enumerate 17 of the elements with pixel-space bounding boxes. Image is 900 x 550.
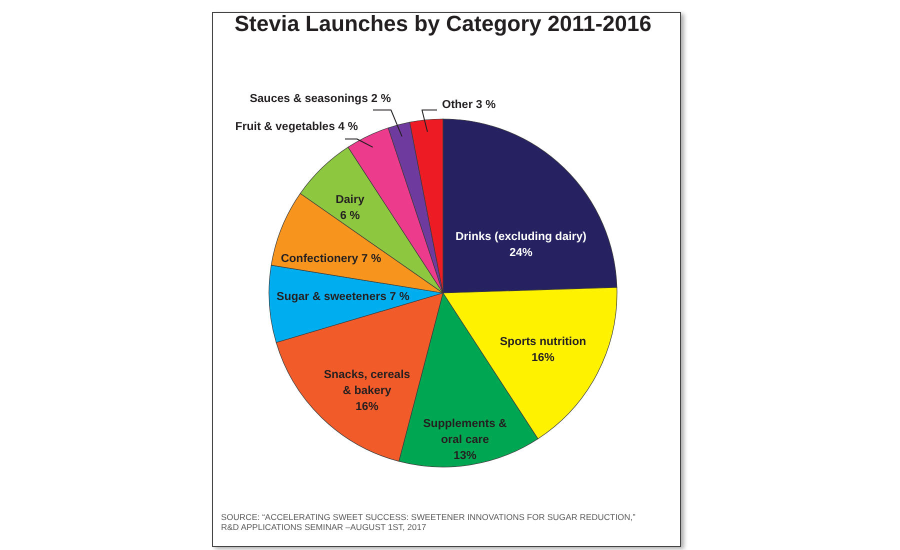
slice-label: Dairy [336, 194, 365, 206]
chart-title: Stevia Launches by Category 2011-2016 [234, 11, 652, 36]
slice-label: Snacks, cereals & bakery [324, 369, 410, 397]
data-label: 16% [355, 401, 379, 413]
slice-label: Drinks (excluding dairy) [455, 231, 587, 243]
data-label: 24% [509, 247, 533, 259]
slice-label: Sauces & seasonings 2 % [250, 93, 391, 105]
slice-label: Other 3 % [442, 99, 496, 111]
slice-label: Supplements & oral care [423, 418, 507, 446]
slice-label: Fruit & vegetables 4 % [235, 121, 358, 133]
data-label: 13% [453, 450, 477, 462]
slice-label: Sports nutrition [500, 336, 586, 348]
source-note: SOURCE: “ACCELERATING SWEET SUCCESS: SWEETENER INNOVATIONS FOR SUGAR REDUCTION,” R&D APPLICATIONS SEMINAR –AUGUST 1ST, 2017 [221, 512, 636, 532]
data-label: 6 % [340, 210, 360, 222]
slice-label: Confectionery 7 % [280, 253, 382, 265]
data-label: 16% [531, 352, 555, 364]
slice-label: Sugar & sweeteners 7 % [276, 291, 410, 303]
